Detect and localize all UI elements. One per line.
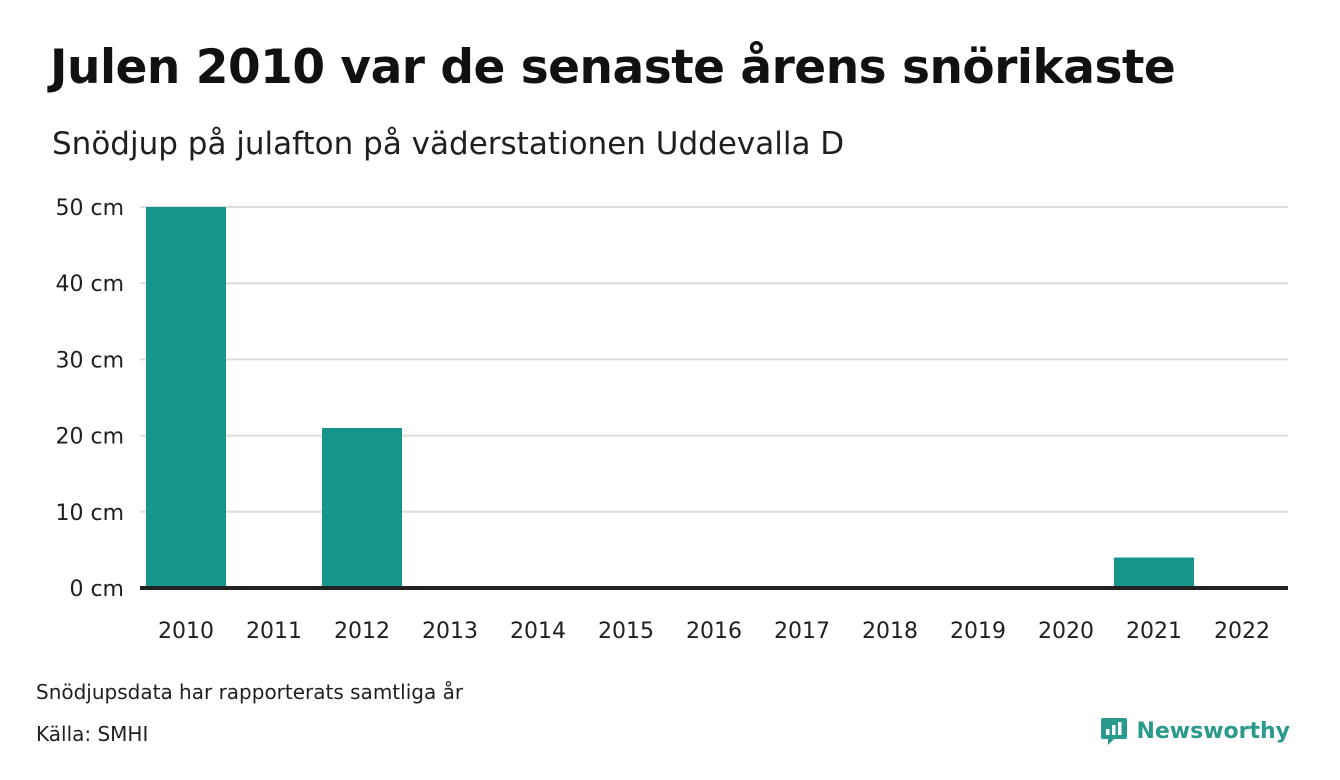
y-tick-label: 10 cm	[55, 501, 124, 526]
y-tick-label: 20 cm	[55, 425, 124, 450]
x-tick-label: 2012	[334, 619, 390, 644]
footnote: Snödjupsdata har rapporterats samtliga å…	[36, 680, 464, 704]
y-tick-label: 0 cm	[69, 577, 124, 602]
source-note: Källa: SMHI	[36, 722, 149, 746]
chart-subtitle: Snödjup på julafton på väderstationen Ud…	[52, 126, 845, 162]
bar-2010	[146, 207, 226, 588]
chart-title: Julen 2010 var de senaste årens snörikas…	[50, 40, 1176, 95]
y-tick-label: 40 cm	[55, 272, 124, 297]
x-axis-tick-labels: 2010 2011 2012 2013 2014 2015 2016 2017 2018 2019…	[158, 619, 1270, 644]
brand-name: Newsworthy	[1136, 718, 1290, 744]
x-tick-label: 2014	[510, 619, 566, 644]
x-tick-label: 2011	[246, 619, 302, 644]
x-tick-label: 2018	[862, 619, 918, 644]
newsworthy-logo-icon	[1101, 718, 1128, 745]
x-tick-label: 2015	[598, 619, 654, 644]
y-axis-tick-labels: 0 cm 10 cm 20 cm 30 cm 40 cm 50 cm	[55, 196, 124, 602]
x-tick-label: 2010	[158, 619, 214, 644]
y-tick-label: 50 cm	[55, 196, 124, 221]
x-tick-label: 2020	[1038, 619, 1094, 644]
x-tick-label: 2019	[950, 619, 1006, 644]
grid-lines	[140, 206, 1288, 513]
x-tick-label: 2021	[1126, 619, 1182, 644]
brand-logo: Newsworthy	[1100, 716, 1290, 746]
x-tick-label: 2022	[1214, 619, 1270, 644]
bar-2021	[1114, 557, 1194, 588]
x-tick-label: 2013	[422, 619, 478, 644]
x-tick-label: 2016	[686, 619, 742, 644]
bars	[146, 207, 1194, 588]
y-tick-label: 30 cm	[55, 348, 124, 373]
bar-2012	[322, 427, 402, 588]
x-tick-label: 2017	[774, 619, 830, 644]
